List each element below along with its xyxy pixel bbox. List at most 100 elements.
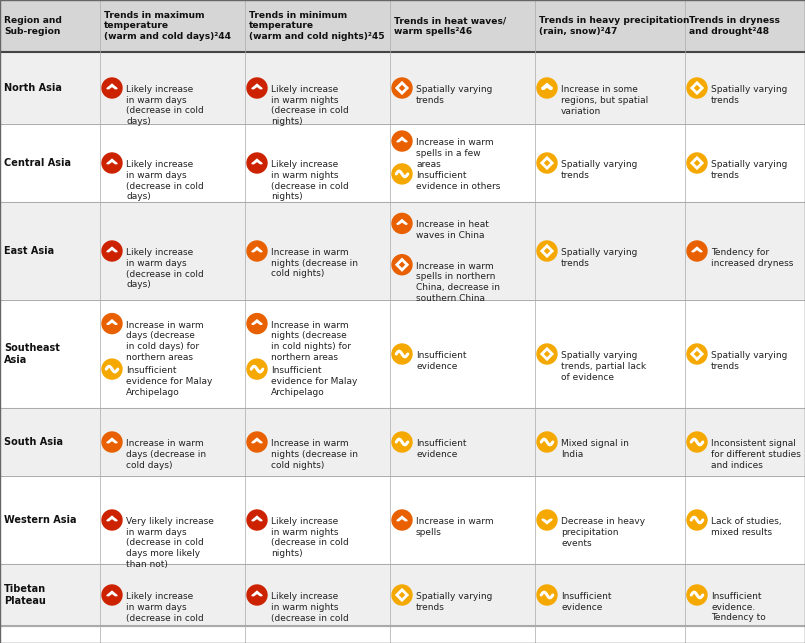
Text: Lack of studies,
mixed results: Lack of studies, mixed results — [711, 517, 782, 537]
FancyBboxPatch shape — [0, 52, 805, 124]
Ellipse shape — [247, 585, 267, 605]
Polygon shape — [107, 516, 118, 521]
Ellipse shape — [687, 510, 707, 530]
Text: South Asia: South Asia — [4, 437, 63, 447]
FancyBboxPatch shape — [0, 476, 805, 564]
Ellipse shape — [392, 164, 412, 184]
FancyBboxPatch shape — [0, 408, 805, 476]
Text: North Asia: North Asia — [4, 83, 62, 93]
Ellipse shape — [247, 432, 267, 452]
Ellipse shape — [537, 153, 557, 173]
Ellipse shape — [537, 510, 557, 530]
Polygon shape — [252, 516, 262, 521]
Polygon shape — [542, 520, 552, 524]
FancyBboxPatch shape — [0, 202, 805, 300]
Ellipse shape — [537, 432, 557, 452]
Ellipse shape — [102, 153, 122, 173]
Polygon shape — [107, 320, 118, 324]
Ellipse shape — [102, 359, 122, 379]
Ellipse shape — [102, 510, 122, 530]
Text: Insufficient
evidence for Malay
Archipelago: Insufficient evidence for Malay Archipel… — [271, 366, 357, 397]
Text: Spatially varying
trends: Spatially varying trends — [711, 351, 787, 371]
Text: Likely increase
in warm nights
(decrease in cold: Likely increase in warm nights (decrease… — [271, 592, 349, 622]
Text: Increase in warm
spells: Increase in warm spells — [416, 517, 493, 537]
Text: Insufficient
evidence: Insufficient evidence — [561, 592, 612, 611]
Text: Increase in warm
days (decrease
in cold days) for
northern areas: Increase in warm days (decrease in cold … — [126, 321, 204, 362]
Text: Increase in heat
waves in China: Increase in heat waves in China — [416, 221, 489, 240]
Polygon shape — [252, 248, 262, 251]
Polygon shape — [691, 248, 702, 251]
Ellipse shape — [392, 255, 412, 275]
Ellipse shape — [247, 314, 267, 334]
Ellipse shape — [537, 585, 557, 605]
FancyBboxPatch shape — [0, 0, 805, 52]
Ellipse shape — [537, 344, 557, 364]
Text: Spatially varying
trends: Spatially varying trends — [711, 85, 787, 105]
Ellipse shape — [392, 131, 412, 151]
Text: Spatially varying
trends: Spatially varying trends — [416, 85, 493, 105]
Polygon shape — [252, 320, 262, 324]
FancyBboxPatch shape — [0, 300, 805, 408]
Polygon shape — [107, 84, 118, 89]
Polygon shape — [107, 248, 118, 251]
Polygon shape — [397, 516, 407, 521]
Ellipse shape — [687, 585, 707, 605]
Text: Likely increase
in warm nights
(decrease in cold
nights): Likely increase in warm nights (decrease… — [271, 160, 349, 201]
Polygon shape — [107, 439, 118, 442]
Text: Trends in heat waves/
warm spells²46: Trends in heat waves/ warm spells²46 — [394, 16, 506, 36]
Ellipse shape — [392, 213, 412, 233]
Text: Increase in warm
nights (decrease in
cold nights): Increase in warm nights (decrease in col… — [271, 248, 358, 278]
Ellipse shape — [392, 585, 412, 605]
Ellipse shape — [247, 153, 267, 173]
Text: Increase in warm
days (decrease in
cold days): Increase in warm days (decrease in cold … — [126, 439, 206, 469]
Text: Trends in dryness
and drought²48: Trends in dryness and drought²48 — [689, 16, 780, 36]
Text: Spatially varying
trends: Spatially varying trends — [561, 248, 638, 267]
Ellipse shape — [537, 78, 557, 98]
Ellipse shape — [537, 241, 557, 261]
Ellipse shape — [102, 432, 122, 452]
Polygon shape — [397, 220, 407, 224]
Text: Tibetan
Plateau: Tibetan Plateau — [4, 584, 46, 606]
Text: Likely increase
in warm nights
(decrease in cold
nights): Likely increase in warm nights (decrease… — [271, 517, 349, 558]
FancyBboxPatch shape — [0, 124, 805, 202]
Ellipse shape — [247, 241, 267, 261]
Text: Mixed signal in
India: Mixed signal in India — [561, 439, 629, 458]
Polygon shape — [252, 592, 262, 595]
Ellipse shape — [392, 344, 412, 364]
Ellipse shape — [392, 510, 412, 530]
Polygon shape — [252, 84, 262, 89]
Ellipse shape — [102, 585, 122, 605]
Text: Likely increase
in warm days
(decrease in cold
days): Likely increase in warm days (decrease i… — [126, 85, 204, 126]
Ellipse shape — [247, 359, 267, 379]
Ellipse shape — [392, 78, 412, 98]
Polygon shape — [252, 159, 262, 164]
Text: Southeast
Asia: Southeast Asia — [4, 343, 60, 365]
Text: Insufficient
evidence.
Tendency to: Insufficient evidence. Tendency to — [711, 592, 766, 622]
Ellipse shape — [102, 78, 122, 98]
Text: Spatially varying
trends: Spatially varying trends — [416, 592, 493, 611]
Ellipse shape — [687, 432, 707, 452]
Text: Likely increase
in warm days
(decrease in cold: Likely increase in warm days (decrease i… — [126, 592, 204, 622]
Text: Increase in warm
nights (decrease
in cold nights) for
northern areas: Increase in warm nights (decrease in col… — [271, 321, 351, 362]
Ellipse shape — [687, 78, 707, 98]
Polygon shape — [107, 159, 118, 164]
Text: Trends in heavy precipitation
(rain, snow)²47: Trends in heavy precipitation (rain, sno… — [539, 16, 690, 36]
Text: Increase in some
regions, but spatial
variation: Increase in some regions, but spatial va… — [561, 85, 648, 116]
Text: Likely increase
in warm nights
(decrease in cold
nights): Likely increase in warm nights (decrease… — [271, 85, 349, 126]
Text: Decrease in heavy
precipitation
events: Decrease in heavy precipitation events — [561, 517, 645, 547]
Text: Region and
Sub-region: Region and Sub-region — [4, 16, 62, 36]
Text: Spatially varying
trends: Spatially varying trends — [711, 160, 787, 180]
Text: Insufficient
evidence in others: Insufficient evidence in others — [416, 171, 501, 191]
Polygon shape — [107, 592, 118, 595]
Text: Insufficient
evidence: Insufficient evidence — [416, 439, 467, 458]
Ellipse shape — [102, 241, 122, 261]
Ellipse shape — [687, 153, 707, 173]
Text: Spatially varying
trends, partial lack
of evidence: Spatially varying trends, partial lack o… — [561, 351, 646, 381]
Text: Increase in warm
spells in northern
China, decrease in
southern China: Increase in warm spells in northern Chin… — [416, 262, 500, 303]
Text: Increase in warm
nights (decrease in
cold nights): Increase in warm nights (decrease in col… — [271, 439, 358, 469]
Text: Increase in warm
spells in a few
areas: Increase in warm spells in a few areas — [416, 138, 493, 168]
Polygon shape — [397, 138, 407, 141]
Ellipse shape — [392, 432, 412, 452]
Text: Western Asia: Western Asia — [4, 515, 76, 525]
Text: Trends in minimum
temperature
(warm and cold nights)²45: Trends in minimum temperature (warm and … — [249, 11, 385, 41]
